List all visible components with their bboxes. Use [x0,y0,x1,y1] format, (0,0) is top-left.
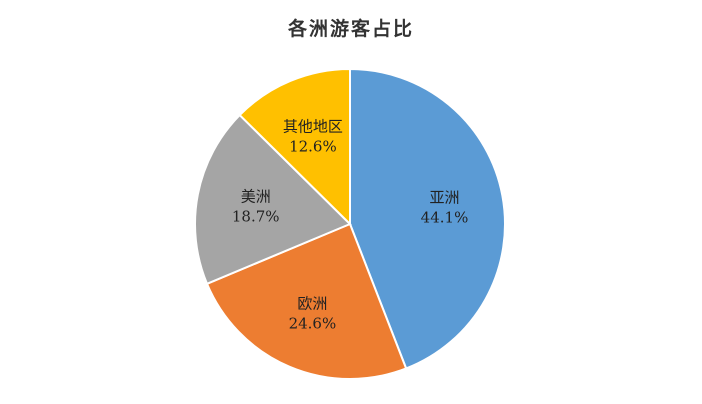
slice-label-asia: 亚洲 [429,188,459,206]
slice-label-other: 其他地区 [283,117,343,135]
pie-slice-asia [349,67,506,370]
slice-value-europe: 24.6% [289,314,337,332]
slice-value-americas: 18.7% [232,208,280,226]
slice-value-other: 12.6% [289,137,337,155]
slice-value-asia: 44.1% [421,208,469,226]
pie-slice-europe [205,222,408,380]
chart-title: 各洲游客占比 [287,18,414,40]
slice-label-americas: 美洲 [241,188,271,206]
slice-label-europe: 欧洲 [297,294,327,312]
pie-slice-other [238,67,351,227]
pie-slice-americas [194,113,352,286]
